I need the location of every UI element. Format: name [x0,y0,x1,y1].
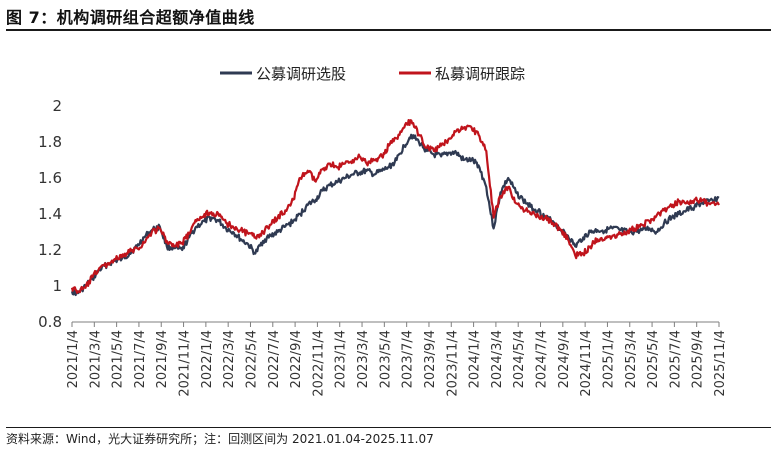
x-tick-label: 2021/7/4 [133,330,148,388]
x-tick-label: 2024/11/4 [579,330,594,397]
x-axis: 2021/1/4 2021/3/4 2021/5/4 2021/7/4 2021/9/4… [66,321,728,397]
x-tick-label: 2024/7/4 [535,330,550,388]
x-tick-label: 2021/1/4 [66,330,81,388]
chart-title: 图 7：机构调研组合超额净值曲线 [6,8,255,27]
legend: 公募调研选股 私募调研跟踪 [220,65,525,83]
x-tick-label: 2021/5/4 [111,330,126,388]
x-tick-label: 2021/9/4 [155,330,170,388]
series-lines [70,118,720,297]
x-tick-label: 2025/3/4 [624,330,639,388]
x-tick-label: 2023/3/4 [356,330,371,388]
y-tick-label: 1 [52,277,62,295]
x-tick-label: 2023/5/4 [378,330,393,388]
x-tick-label: 2024/3/4 [490,330,505,388]
y-tick-label: 1.8 [38,133,62,151]
source-divider [6,427,771,428]
legend-label: 公募调研选股 [256,65,346,83]
x-tick-label: 2024/5/4 [512,330,527,388]
x-tick-label: 2024/9/4 [557,330,572,388]
series-line-2 [70,118,720,294]
x-tick-label: 2021/3/4 [88,330,103,388]
x-tick-label: 2025/9/4 [691,330,706,388]
x-tick-label: 2025/7/4 [668,330,683,388]
x-tick-label: 2022/5/4 [244,330,259,388]
x-tick-label: 2025/1/4 [601,330,616,388]
x-tick-label: 2025/5/4 [646,330,661,388]
y-axis: 0.8 1 1.2 1.4 1.6 1.8 2 [38,97,62,331]
legend-label: 私募调研跟踪 [435,65,525,83]
x-tick-label: 2023/11/4 [445,330,460,397]
x-tick-label: 2025/11/4 [713,330,728,397]
x-tick-label: 2022/9/4 [289,330,304,388]
y-tick-label: 1.2 [38,241,62,259]
y-tick-label: 2 [52,97,62,115]
title-divider [6,29,771,31]
x-tick-label: 2022/1/4 [200,330,215,388]
x-tick-label: 2021/11/4 [178,330,193,397]
x-tick-label: 2024/1/4 [468,330,483,388]
y-tick-label: 0.8 [38,313,62,331]
x-tick-label: 2022/11/4 [311,330,326,397]
x-tick-label: 2022/3/4 [222,330,237,388]
x-tick-label: 2023/7/4 [401,330,416,388]
series-line-1 [70,133,720,297]
source-note: 资料来源：Wind，光大证券研究所；注：回测区间为 2021.01.04-202… [6,432,434,446]
y-tick-label: 1.6 [38,169,62,187]
x-tick-label: 2023/1/4 [334,330,349,388]
x-tick-label: 2022/7/4 [267,330,282,388]
x-tick-label: 2023/9/4 [423,330,438,388]
y-tick-label: 1.4 [38,205,62,223]
